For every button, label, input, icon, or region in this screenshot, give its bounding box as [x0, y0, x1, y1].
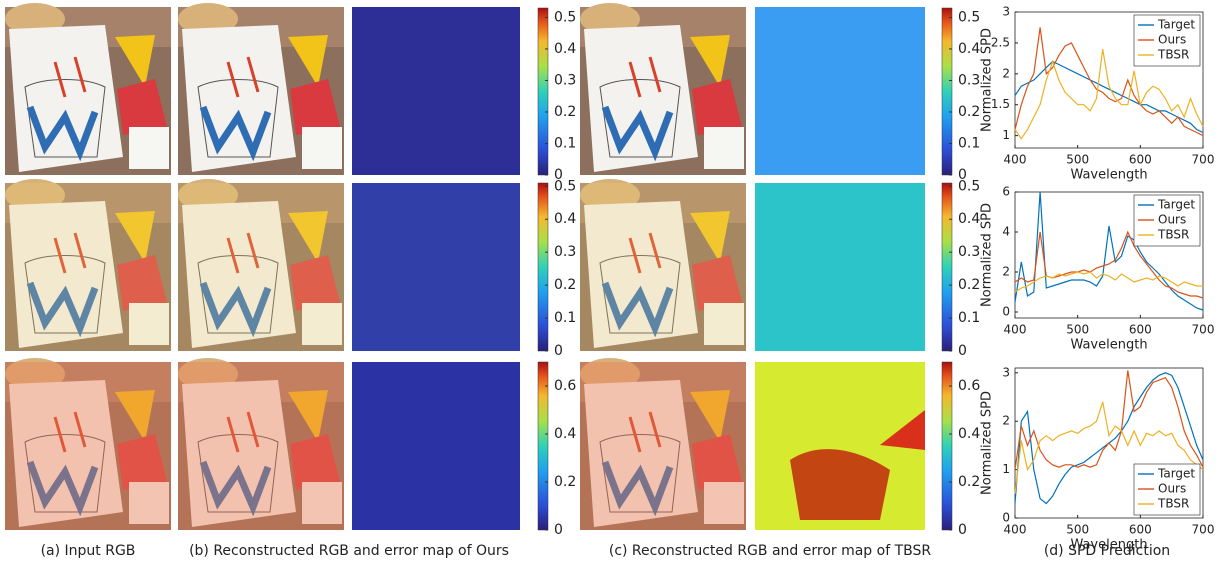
colorbar-tick-label: 0.1: [958, 135, 980, 151]
x-tick-label: 700: [1192, 523, 1215, 537]
x-tick-label: 500: [1066, 523, 1089, 537]
colorbar-tick-label: 0.4: [554, 211, 576, 227]
series-line: [1014, 271, 1203, 293]
y-tick-label: 1.5: [991, 97, 1010, 111]
legend-label: TBSR: [1157, 497, 1189, 511]
x-tick-label: 600: [1129, 523, 1152, 537]
colorbar-tick-label: 0.3: [958, 72, 980, 88]
colorbar-tick-label: 0.5: [554, 178, 576, 194]
colorbar-tick-label: 0.1: [554, 310, 576, 326]
plot-area: [1014, 191, 1204, 319]
colorbar-tick-label: 0.2: [554, 104, 576, 120]
series-line: [1014, 60, 1204, 134]
colorbar-tick-label: 0: [958, 167, 967, 183]
legend-label: Target: [1157, 18, 1195, 32]
colorbar: [941, 7, 953, 176]
colorbar-tick-label: 0.5: [554, 9, 576, 25]
colorbar-tick-label: 0.6: [958, 378, 980, 394]
colorbar: [537, 7, 549, 176]
y-tick-label: 3: [1002, 365, 1010, 379]
colorbar-tick-label: 0.4: [958, 426, 980, 442]
colorbar-tick-label: 0.4: [958, 41, 980, 57]
colorbar-tick-label: 0.5: [958, 9, 980, 25]
legend-label: Ours: [1158, 213, 1186, 227]
colorbar-tick-label: 0.4: [958, 211, 980, 227]
x-tick-label: 500: [1066, 153, 1089, 167]
y-tick-label: 2: [1002, 66, 1010, 80]
colorbar-tick-label: 0.2: [958, 474, 980, 490]
colorbar-tick-label: 0: [554, 522, 563, 538]
plot-area: [1014, 11, 1204, 149]
y-tick-label: 2: [1002, 414, 1010, 428]
x-tick-label: 400: [1004, 153, 1027, 167]
y-tick-label: 4: [1002, 225, 1010, 239]
legend-label: Ours: [1158, 482, 1186, 496]
colorbar-tick-label: 0.3: [554, 244, 576, 260]
colorbar-tick-label: 0.6: [554, 378, 576, 394]
y-tick-label: 2: [1002, 265, 1010, 279]
y-axis-label: Normalized SPD: [980, 391, 995, 495]
y-tick-label: 6: [1002, 185, 1010, 199]
series-line: [1014, 48, 1204, 140]
colorbar-tick-label: 0.3: [958, 244, 980, 260]
colorbar-tick-label: 0.3: [554, 72, 576, 88]
caption: (b) Reconstructed RGB and error map of O…: [189, 543, 509, 559]
series-line: [1014, 191, 1204, 311]
y-tick-label: 0: [1002, 305, 1010, 319]
colorbar-tick-label: 0.2: [958, 104, 980, 120]
y-tick-label: 0: [1002, 511, 1010, 525]
colorbar-tick-label: 0: [958, 522, 967, 538]
series-line: [1014, 370, 1204, 470]
series-line: [1014, 27, 1204, 137]
panels: [5, 3, 925, 530]
y-tick-label: 2.5: [991, 35, 1010, 49]
colorbar: [537, 182, 549, 352]
y-tick-label: 1: [1002, 128, 1010, 142]
colorbar-tick-label: 0.1: [958, 310, 980, 326]
series-line: [1014, 401, 1204, 494]
x-tick-label: 600: [1129, 153, 1152, 167]
colorbar-tick-label: 0: [554, 167, 563, 183]
x-tick-label: 700: [1192, 153, 1215, 167]
colorbar-tick-label: 0.2: [554, 474, 576, 490]
colorbar-tick-label: 0.2: [554, 277, 576, 293]
legend-label: TBSR: [1157, 48, 1189, 62]
x-axis-label: Wavelength: [1070, 168, 1147, 183]
x-tick-label: 400: [1004, 523, 1027, 537]
y-axis-label: Normalized SPD: [980, 28, 995, 132]
legend-label: TBSR: [1157, 228, 1189, 242]
x-tick-label: 500: [1066, 323, 1089, 337]
colorbar-tick-label: 0.5: [958, 178, 980, 194]
colorbar: [537, 361, 549, 531]
x-axis-label: Wavelength: [1070, 338, 1147, 353]
colorbar-tick-label: 0: [554, 343, 563, 359]
y-axis-label: Normalized SPD: [980, 203, 995, 307]
x-tick-label: 700: [1192, 323, 1215, 337]
legend-label: Target: [1157, 467, 1195, 481]
x-tick-label: 600: [1129, 323, 1152, 337]
colorbar: [941, 361, 953, 531]
caption: (d) SPD Prediction: [1044, 543, 1170, 559]
y-tick-label: 1: [1002, 462, 1010, 476]
x-tick-label: 400: [1004, 323, 1027, 337]
colorbar-tick-label: 0: [958, 343, 967, 359]
legend-label: Target: [1157, 198, 1195, 212]
colorbar: [941, 182, 953, 352]
colorbar-tick-label: 0.2: [958, 277, 980, 293]
caption: (a) Input RGB: [41, 543, 136, 559]
colorbar-tick-label: 0.4: [554, 426, 576, 442]
plot-area: [1014, 367, 1204, 519]
legend-label: Ours: [1158, 33, 1186, 47]
colorbar-tick-label: 0.1: [554, 135, 576, 151]
caption: (c) Reconstructed RGB and error map of T…: [609, 543, 932, 559]
y-tick-label: 3: [1002, 5, 1010, 19]
x-axis-label: Wavelength: [1070, 538, 1147, 553]
colorbar-tick-label: 0.4: [554, 41, 576, 57]
